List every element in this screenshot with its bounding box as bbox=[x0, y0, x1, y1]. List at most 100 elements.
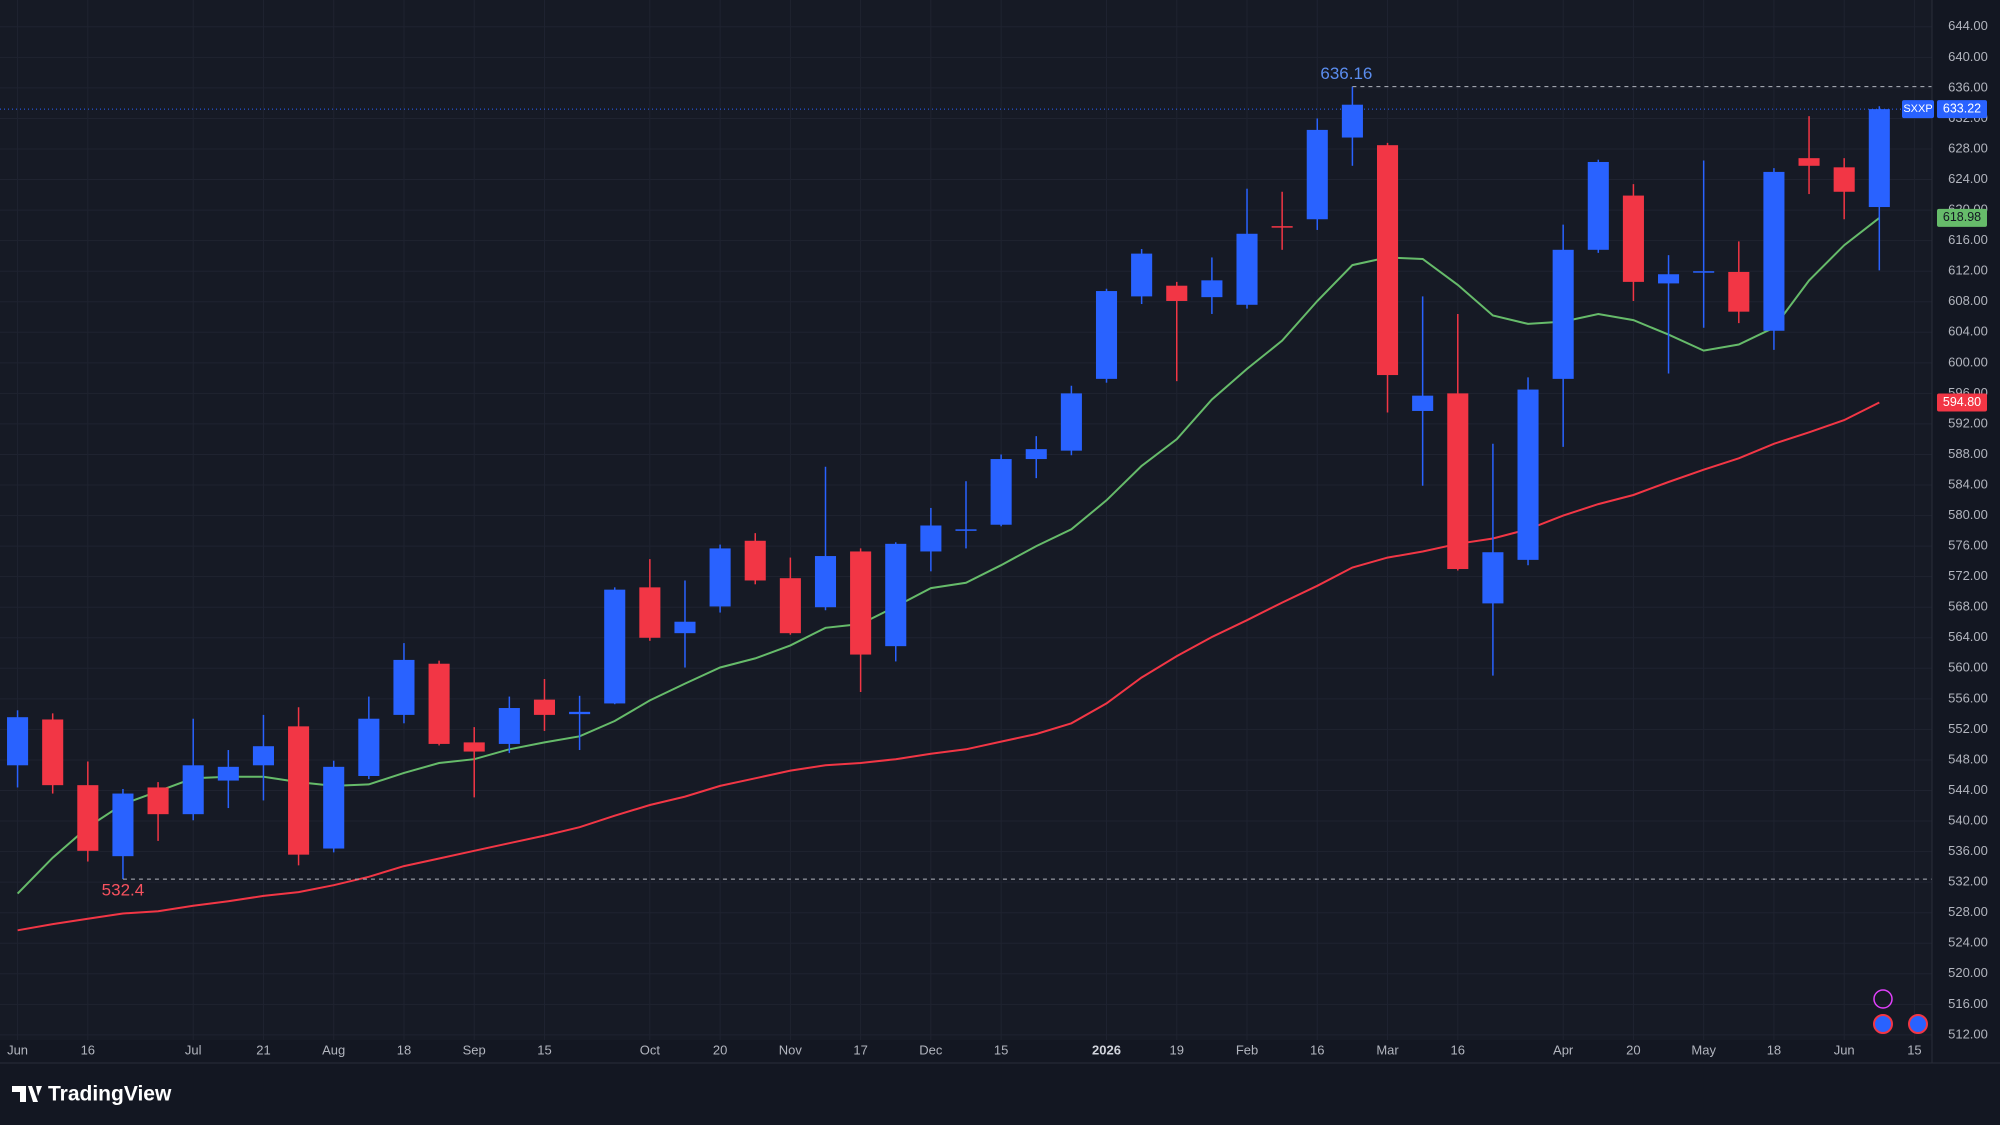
x-tick-label: Jun bbox=[7, 1042, 28, 1057]
x-tick-label: Dec bbox=[919, 1042, 943, 1057]
candle-body bbox=[1693, 271, 1715, 273]
candle-body bbox=[42, 719, 64, 786]
x-tick-label: 16 bbox=[1310, 1042, 1324, 1057]
moving-average-line bbox=[17, 401, 1880, 932]
candle-body bbox=[1868, 109, 1890, 208]
candle-body bbox=[674, 621, 696, 634]
candle-body bbox=[7, 717, 29, 766]
candle-body bbox=[1833, 167, 1855, 192]
x-tick-label: Sep bbox=[463, 1042, 486, 1057]
candle-body bbox=[744, 540, 766, 581]
x-tick-label: 19 bbox=[1170, 1042, 1184, 1057]
price-badge-label: 618.98 bbox=[1943, 210, 1981, 224]
price-badge bbox=[1937, 208, 1987, 227]
x-tick-label: Mar bbox=[1376, 1042, 1399, 1057]
candle-body bbox=[252, 746, 274, 766]
candle-body bbox=[885, 543, 907, 647]
candle-body bbox=[1060, 393, 1082, 451]
candle-body bbox=[1341, 104, 1363, 138]
candle-body bbox=[1517, 389, 1539, 560]
badges: SXXP 633.22 618.98 594.80 bbox=[1902, 100, 1987, 412]
indicator-icons bbox=[1873, 989, 1928, 1034]
candle-body bbox=[393, 659, 415, 715]
x-tick-label: 21 bbox=[256, 1042, 270, 1057]
y-tick-label: 520.00 bbox=[1948, 965, 1988, 980]
candle-body bbox=[288, 726, 310, 855]
footer: TradingView bbox=[12, 1083, 172, 1106]
x-tick-label: 18 bbox=[1767, 1042, 1781, 1057]
price-badge-label: 594.80 bbox=[1943, 395, 1981, 409]
event-icon[interactable] bbox=[1908, 1014, 1928, 1034]
y-tick-label: 552.00 bbox=[1948, 721, 1988, 736]
x-tick-label: May bbox=[1691, 1042, 1716, 1057]
candle-body bbox=[428, 663, 450, 744]
candle-body bbox=[217, 766, 239, 781]
alert-icon[interactable] bbox=[1873, 989, 1893, 1009]
candle-body bbox=[990, 459, 1012, 525]
brand-name[interactable]: TradingView bbox=[48, 1083, 172, 1106]
candle-body bbox=[920, 525, 942, 552]
candle-body bbox=[112, 793, 134, 857]
y-tick-label: 616.00 bbox=[1948, 232, 1988, 247]
y-tick-label: 532.00 bbox=[1948, 874, 1988, 889]
x-tick-label: 16 bbox=[1451, 1042, 1465, 1057]
candle-body bbox=[814, 556, 837, 608]
candle-body bbox=[1306, 129, 1328, 220]
price-badge bbox=[1937, 100, 1987, 119]
x-tick-label: 20 bbox=[1626, 1042, 1640, 1057]
low-label: 532.4 bbox=[102, 881, 145, 900]
y-tick-label: 576.00 bbox=[1948, 538, 1988, 553]
plot: 636.16 532.4 bbox=[0, 64, 1932, 932]
candle-body bbox=[639, 587, 661, 638]
y-tick-label: 628.00 bbox=[1948, 140, 1988, 155]
y-tick-label: 624.00 bbox=[1948, 171, 1988, 186]
x-tick-label: 15 bbox=[1907, 1042, 1921, 1057]
event-icon[interactable] bbox=[1873, 1014, 1893, 1034]
y-tick-label: 548.00 bbox=[1948, 751, 1988, 766]
y-tick-label: 564.00 bbox=[1948, 629, 1988, 644]
y-tick-label: 592.00 bbox=[1948, 415, 1988, 430]
x-tick-label: Jun bbox=[1834, 1042, 1855, 1057]
x-tick-label: Feb bbox=[1236, 1042, 1258, 1057]
y-tick-label: 588.00 bbox=[1948, 446, 1988, 461]
candle-body bbox=[779, 578, 801, 634]
candle-body bbox=[1622, 195, 1644, 282]
candle-body bbox=[1482, 552, 1504, 604]
y-tick-label: 604.00 bbox=[1948, 324, 1988, 339]
y-tick-label: 600.00 bbox=[1948, 354, 1988, 369]
candle-body bbox=[1166, 285, 1188, 301]
y-tick-label: 644.00 bbox=[1948, 18, 1988, 33]
x-tick-label: Nov bbox=[779, 1042, 803, 1057]
x-tick-label: Aug bbox=[322, 1042, 345, 1057]
candle-body bbox=[77, 785, 99, 851]
symbol-label: SXXP bbox=[1903, 103, 1932, 115]
brand-logo[interactable] bbox=[12, 1086, 42, 1102]
y-tick-label: 536.00 bbox=[1948, 843, 1988, 858]
candle-body bbox=[498, 708, 520, 744]
candle-body bbox=[1236, 233, 1258, 305]
y-tick-label: 560.00 bbox=[1948, 660, 1988, 675]
y-tick-label: 568.00 bbox=[1948, 599, 1988, 614]
y-tick-label: 528.00 bbox=[1948, 904, 1988, 919]
candle-body bbox=[1201, 280, 1223, 298]
candle-body bbox=[1376, 145, 1399, 376]
y-tick-label: 608.00 bbox=[1948, 293, 1988, 308]
y-tick-label: 516.00 bbox=[1948, 996, 1988, 1011]
candle-body bbox=[1095, 291, 1118, 379]
x-tick-label: 15 bbox=[994, 1042, 1008, 1057]
candle-body bbox=[709, 548, 731, 607]
x-tick-label: 20 bbox=[713, 1042, 727, 1057]
candle-body bbox=[604, 589, 626, 704]
candle-body bbox=[1025, 449, 1047, 460]
candle-body bbox=[1728, 271, 1750, 312]
y-tick-label: 512.00 bbox=[1948, 1026, 1988, 1041]
candle-body bbox=[1658, 274, 1680, 284]
price-badge-label: 633.22 bbox=[1943, 101, 1981, 115]
x-tick-label: Jul bbox=[185, 1042, 202, 1057]
x-tick-label: 15 bbox=[537, 1042, 551, 1057]
y-tick-label: 636.00 bbox=[1948, 79, 1988, 94]
x-tick-label: 2026 bbox=[1092, 1042, 1121, 1057]
x-tick-label: Apr bbox=[1553, 1042, 1574, 1057]
candle-body bbox=[1587, 161, 1609, 250]
